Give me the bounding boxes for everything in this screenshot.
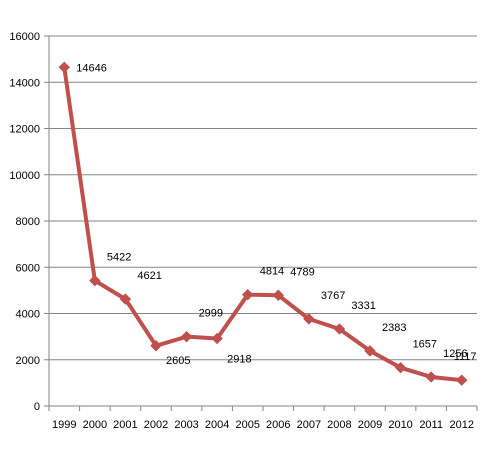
data-label: 1657 bbox=[413, 339, 437, 351]
series-line bbox=[62, 65, 464, 383]
x-tick-label: 2012 bbox=[449, 419, 473, 431]
data-point-marker bbox=[456, 374, 468, 386]
axis-layer: 0 2000 4000 6000 8000 10000 12000 14000 16000 199… bbox=[9, 31, 478, 431]
data-point-marker bbox=[180, 330, 193, 343]
x-tick-label: 2007 bbox=[297, 419, 321, 431]
y-tick-label: 0 bbox=[34, 401, 40, 413]
x-tick-label: 2004 bbox=[205, 419, 229, 431]
data-label-layer: 14646 5422 4621 2605 2999 2918 4814 4789 3767 333… bbox=[76, 62, 476, 366]
x-tick-label: 2002 bbox=[144, 419, 168, 431]
data-label: 1256 bbox=[443, 348, 467, 360]
data-point-marker bbox=[89, 274, 101, 287]
data-point-marker bbox=[364, 345, 376, 357]
series-layer bbox=[58, 61, 468, 386]
data-label: 2383 bbox=[382, 322, 406, 334]
data-point-marker bbox=[394, 361, 407, 374]
x-tick-label: 2001 bbox=[113, 419, 137, 431]
data-point-marker bbox=[303, 313, 315, 325]
x-tick-label: 2008 bbox=[327, 419, 351, 431]
y-tick-label: 4000 bbox=[16, 309, 40, 321]
y-tick-label: 6000 bbox=[16, 262, 40, 274]
x-tick-label: 2011 bbox=[419, 419, 443, 431]
x-tick-label: 2006 bbox=[266, 419, 290, 431]
data-point-marker bbox=[211, 332, 223, 345]
data-label: 3331 bbox=[351, 300, 375, 312]
x-tick-label: 2003 bbox=[174, 419, 198, 431]
x-tick-label: 1999 bbox=[52, 419, 76, 431]
data-label: 4789 bbox=[290, 266, 314, 278]
y-tick-label: 14000 bbox=[9, 77, 40, 89]
data-label: 1117 bbox=[454, 351, 477, 363]
data-point-marker bbox=[272, 289, 284, 301]
y-tick-label: 12000 bbox=[9, 124, 40, 136]
data-label: 3767 bbox=[321, 290, 345, 302]
data-label: 2918 bbox=[227, 354, 251, 366]
x-tick-label: 2000 bbox=[83, 419, 107, 431]
y-tick-label: 8000 bbox=[16, 216, 40, 228]
x-tick-label: 2010 bbox=[388, 419, 412, 431]
data-point-marker bbox=[242, 288, 254, 301]
data-point-marker bbox=[425, 371, 437, 383]
data-label: 5422 bbox=[107, 252, 131, 264]
data-point-marker bbox=[150, 340, 162, 352]
data-point-marker bbox=[333, 323, 346, 335]
data-point-marker bbox=[58, 61, 70, 74]
y-tick-label: 2000 bbox=[16, 355, 40, 367]
y-tick-label: 10000 bbox=[9, 170, 40, 182]
data-label: 2605 bbox=[166, 355, 190, 367]
data-label: 2999 bbox=[199, 308, 223, 320]
y-tick-label: 16000 bbox=[9, 31, 40, 43]
grid-layer bbox=[49, 35, 477, 361]
data-label: 14646 bbox=[76, 62, 107, 74]
data-label: 4814 bbox=[260, 266, 284, 278]
x-tick-label: 2005 bbox=[235, 419, 259, 431]
data-label: 4621 bbox=[137, 270, 161, 282]
x-tick-label: 2009 bbox=[358, 419, 382, 431]
data-point-marker bbox=[119, 293, 132, 305]
